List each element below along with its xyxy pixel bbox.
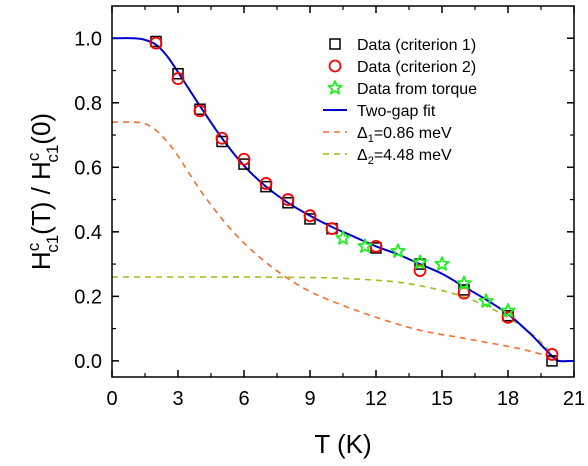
y-tick-label: 0.2 <box>74 286 102 308</box>
legend-label-part: 2 <box>368 155 374 167</box>
x-tick-label: 12 <box>365 388 387 410</box>
square-data-point <box>546 355 558 367</box>
star-data-point <box>335 230 351 245</box>
star-data-point <box>456 275 472 291</box>
marker-layer <box>149 35 559 367</box>
plot-frame <box>111 5 575 378</box>
circle-data-point <box>215 131 229 145</box>
circle-data-point <box>281 193 295 206</box>
legend-label-part: =0.86 meV <box>374 125 452 142</box>
circle-data-point <box>193 104 207 118</box>
x-tick-label: 3 <box>172 388 183 410</box>
legend-label: Data (criterion 1) <box>357 37 476 54</box>
x-tick-label: 15 <box>431 388 453 410</box>
legend-label-part: Δ <box>357 125 368 142</box>
dashed-fit-curve <box>111 121 559 362</box>
circle-data-point <box>325 222 339 236</box>
y-tick-label: 0.8 <box>74 93 102 115</box>
circle-data-point <box>259 177 273 190</box>
y-title-part: H <box>26 251 56 270</box>
star-data-point <box>434 256 450 271</box>
star-data-point <box>412 254 428 270</box>
legend-label: Δ1=0.86 meV <box>357 125 452 145</box>
y-tick-label: 0.4 <box>74 222 102 244</box>
circle-data-point <box>171 72 185 85</box>
y-tick-label: 1.0 <box>74 28 102 50</box>
tick-labels: 0 3 6 9 12 15 18 210.00.20.40.60.81.0 <box>74 28 585 410</box>
legend-label-part: =4.48 meV <box>374 147 452 164</box>
x-tick-label: 18 <box>497 388 519 410</box>
legend-square-swatch <box>329 38 341 50</box>
legend: Data (criterion 1) Data (criterion 2) Data… <box>323 37 477 167</box>
circle-data-point <box>501 310 515 324</box>
x-tick-label: 9 <box>304 388 315 410</box>
x-tick-label: 0 <box>106 388 117 410</box>
legend-label: Δ2=4.48 meV <box>357 147 452 167</box>
star-data-point <box>357 238 373 253</box>
circle-data-point <box>237 152 251 166</box>
y-axis-title: Hcc1(T) / Hcc1(0) <box>24 113 62 270</box>
legend-label-part: 1 <box>368 133 374 145</box>
y-title-part: c1 <box>43 145 62 163</box>
y-title-part: c <box>24 152 43 161</box>
star-data-point <box>500 302 516 318</box>
x-tick-label: 6 <box>238 388 249 410</box>
y-tick-label: 0.0 <box>74 351 102 373</box>
circle-data-point <box>149 36 163 50</box>
x-tick-label: 21 <box>563 388 585 410</box>
circle-data-point <box>457 286 471 300</box>
legend-label: Data from torque <box>357 81 477 98</box>
legend-circle-swatch <box>328 59 342 73</box>
circle-data-point <box>369 239 383 253</box>
star-data-point <box>478 293 494 308</box>
legend-label: Data (criterion 2) <box>357 59 476 76</box>
y-title-part: (T) / H <box>26 161 56 235</box>
circle-data-point <box>303 209 317 223</box>
square-data-point <box>414 258 426 270</box>
x-axis-title: T (K) <box>314 429 371 459</box>
y-tick-label: 0.6 <box>74 157 102 179</box>
legend-label-part: Δ <box>357 147 368 164</box>
legend-label: Two-gap fit <box>357 103 436 120</box>
star-data-point <box>390 243 406 258</box>
legend-star-swatch <box>327 80 343 95</box>
circle-data-point <box>545 348 559 361</box>
y-title-part: c1 <box>43 235 62 253</box>
square-data-point <box>172 67 184 80</box>
y-title-part: c <box>24 242 43 251</box>
dashed-fit-curve <box>112 276 560 362</box>
square-data-point <box>238 158 250 170</box>
y-title-part: (0) <box>26 113 56 145</box>
